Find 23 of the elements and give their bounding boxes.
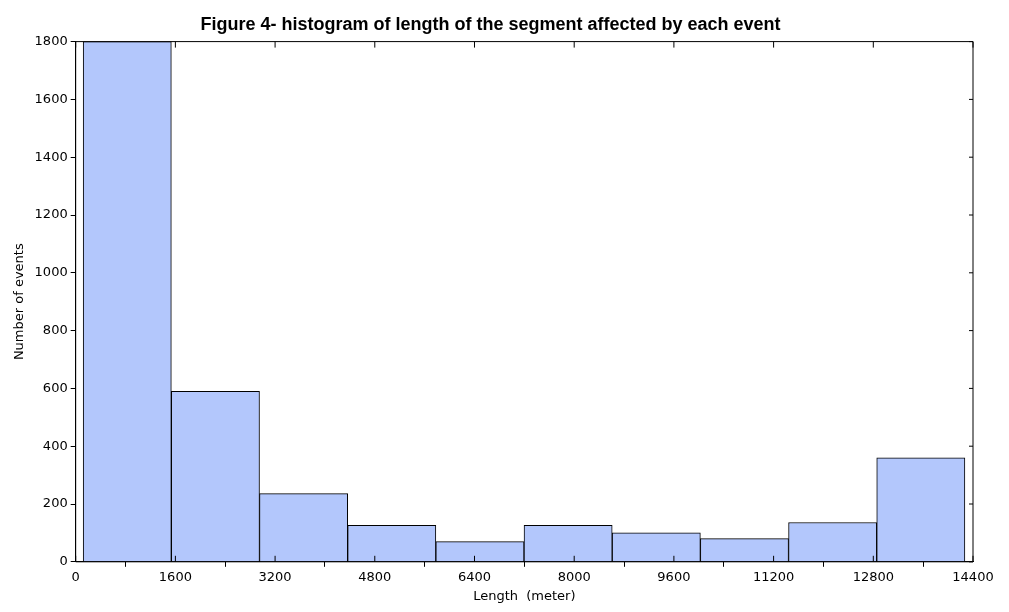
y-tick-label: 0 bbox=[59, 553, 68, 569]
chart-title: Figure 4- histogram of length of the segment affected by each event bbox=[200, 13, 781, 34]
x-tick-label: 14400 bbox=[952, 568, 994, 584]
y-tick-label: 1600 bbox=[34, 90, 68, 106]
y-tick-label: 400 bbox=[42, 437, 68, 453]
x-tick-label: 1600 bbox=[158, 568, 192, 584]
x-tick-label: 11200 bbox=[752, 568, 795, 584]
y-tick-label: 800 bbox=[42, 321, 68, 337]
y-tick-label: 600 bbox=[42, 379, 68, 395]
y-tick-label: 1200 bbox=[34, 206, 68, 222]
x-tick-label: 3200 bbox=[258, 568, 292, 584]
y-tick-label: 1400 bbox=[34, 148, 68, 164]
x-tick-label: 8000 bbox=[557, 568, 591, 584]
x-tick-label: 12800 bbox=[852, 568, 894, 584]
x-axis-title: Length (meter) bbox=[473, 587, 576, 603]
y-axis-title: Number of events bbox=[11, 243, 27, 361]
x-tick-label: 9600 bbox=[657, 568, 691, 584]
x-tick-label: 6400 bbox=[457, 568, 492, 584]
y-tick-label: 1000 bbox=[34, 264, 68, 280]
x-tick-label: 0 bbox=[71, 568, 80, 584]
x-tick-label: 4800 bbox=[358, 568, 392, 584]
y-tick-label: 1800 bbox=[34, 32, 68, 48]
y-tick-label: 200 bbox=[42, 495, 68, 511]
